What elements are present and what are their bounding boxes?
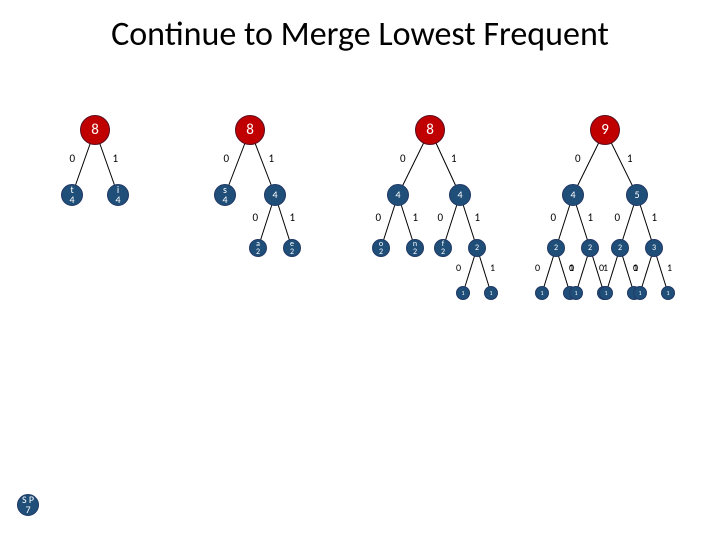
tree-node: 4 — [264, 184, 286, 206]
tree-node: S P7 — [17, 494, 39, 516]
edge-label: 1 — [290, 211, 296, 224]
tree-node: 2 — [547, 239, 565, 257]
edge-label: 0 — [551, 211, 557, 224]
tree-node: n2 — [406, 239, 424, 257]
tree-edges — [0, 0, 720, 540]
edge-label: 1 — [475, 211, 481, 224]
edge-label: 1 — [652, 211, 658, 224]
tree-node: 1 — [633, 286, 647, 300]
tree-node: 1 — [661, 286, 675, 300]
edge-label: 0 — [615, 211, 621, 224]
tree-node: t4 — [61, 184, 83, 206]
tree-node: 1 — [535, 286, 549, 300]
edge-label: 0 — [599, 261, 604, 274]
edge-label: 1 — [490, 261, 495, 274]
edge-label: 1 — [413, 211, 419, 224]
edge-label: 1 — [269, 152, 275, 165]
tree-node: 4 — [449, 184, 471, 206]
edge-label: 0 — [253, 211, 259, 224]
edge-label: 1 — [627, 152, 633, 165]
edge-label: 1 — [113, 152, 119, 165]
tree-node: a2 — [249, 239, 267, 257]
tree-node: 2 — [581, 239, 599, 257]
tree-node: 1 — [456, 286, 470, 300]
tree-node: 4 — [387, 184, 409, 206]
edge-label: 0 — [569, 261, 574, 274]
edge-label: 0 — [376, 211, 382, 224]
tree-node: 2 — [611, 239, 629, 257]
edge-label: 1 — [588, 211, 594, 224]
edge-label: 0 — [535, 261, 540, 274]
tree-node: 2 — [468, 239, 486, 257]
tree-node: e2 — [283, 239, 301, 257]
tree-node: 1 — [484, 286, 498, 300]
edge-label: 0 — [224, 152, 230, 165]
tree-node: s4 — [214, 184, 236, 206]
tree-node: 1 — [569, 286, 583, 300]
edge-label: 0 — [633, 261, 638, 274]
tree-root-node: 8 — [415, 115, 445, 145]
edge-label: 0 — [575, 152, 581, 165]
tree-root-node: 8 — [80, 115, 110, 145]
edge-label: 1 — [667, 261, 672, 274]
edge-label: 1 — [451, 152, 457, 165]
edge-label: 0 — [438, 211, 444, 224]
tree-node: 5 — [626, 184, 648, 206]
tree-node: o2 — [372, 239, 390, 257]
tree-node: 3 — [645, 239, 663, 257]
edge-label: 0 — [456, 261, 461, 274]
tree-root-node: 9 — [590, 115, 620, 145]
tree-node: i4 — [107, 184, 129, 206]
tree-root-node: 8 — [235, 115, 265, 145]
edge-label: 0 — [400, 152, 406, 165]
tree-node: 1 — [599, 286, 613, 300]
tree-node: f2 — [434, 239, 452, 257]
tree-node: 4 — [562, 184, 584, 206]
edge-label: 0 — [70, 152, 76, 165]
